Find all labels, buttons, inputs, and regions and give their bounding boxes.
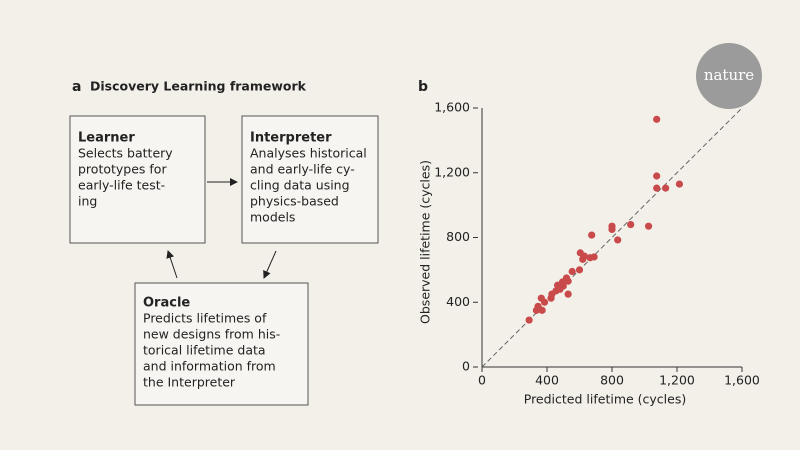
node-text: early-life test- (78, 178, 165, 193)
node-text: and information from (143, 359, 276, 374)
node-text: the Interpreter (143, 375, 236, 390)
point (675, 180, 684, 188)
point (579, 255, 587, 263)
node-text: cling data using (250, 178, 350, 193)
point (608, 222, 616, 230)
point (568, 267, 576, 276)
node-title: Oracle (143, 296, 190, 311)
node-text: physics-based (250, 194, 339, 209)
node-title: Interpreter (250, 131, 332, 146)
y-tick-label: 1,600 (434, 100, 470, 115)
x-tick-label: 800 (600, 373, 624, 388)
node-text: Analyses historical (250, 146, 367, 161)
node-text: new designs from his- (143, 327, 280, 342)
panel-title: Discovery Learning framework (90, 79, 307, 94)
point (662, 184, 670, 192)
panel-label: b (418, 79, 428, 95)
x-axis-label: Predicted lifetime (cycles) (524, 392, 686, 407)
arrow (263, 250, 277, 279)
point (540, 298, 549, 306)
point (614, 236, 622, 244)
point (532, 306, 541, 314)
node-text: models (250, 210, 295, 225)
x-tick-label: 1,600 (724, 373, 760, 388)
learner-box (69, 115, 206, 244)
point (644, 222, 653, 230)
x-tick-label: 1,200 (659, 373, 695, 388)
node-text: ing (78, 194, 97, 209)
node-text: Predicts lifetimes of (143, 311, 267, 326)
point (575, 266, 584, 274)
y-tick-label: 0 (462, 359, 470, 374)
y-tick-label: 1,200 (434, 164, 470, 179)
logo: nature (704, 66, 754, 84)
node-text: Selects battery (78, 146, 173, 161)
point (564, 290, 572, 298)
y-tick-label: 800 (446, 229, 470, 244)
point (653, 115, 661, 123)
node-text: and early-life cy- (250, 162, 355, 177)
logo-circle (696, 43, 762, 109)
interpreter-box (241, 115, 379, 244)
reference-line (481, 107, 743, 368)
point (653, 172, 661, 180)
point (627, 220, 635, 229)
point (653, 184, 661, 192)
y-axis-label: Observed lifetime (cycles) (418, 160, 433, 324)
node-text: prototypes for (78, 162, 167, 177)
point (590, 253, 598, 261)
node-title: Learner (78, 131, 135, 146)
oracle-box (134, 282, 309, 406)
point (538, 306, 546, 314)
node-text: torical lifetime data (143, 343, 266, 358)
point (547, 294, 555, 302)
point (588, 231, 596, 239)
point (525, 316, 533, 324)
y-tick-label: 400 (446, 294, 470, 309)
point (564, 277, 572, 285)
x-tick-label: 0 (478, 373, 486, 388)
arrow (166, 250, 178, 279)
x-tick-label: 400 (535, 373, 559, 388)
panel-label: a (72, 79, 81, 95)
